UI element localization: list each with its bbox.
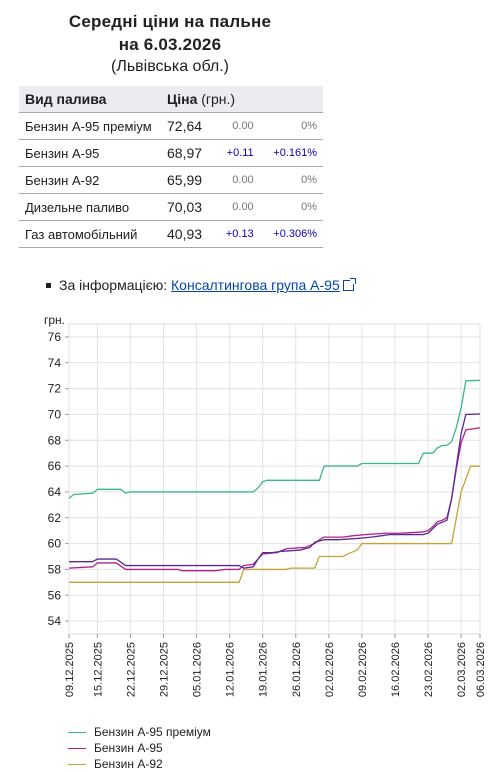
- x-tick-label: 16.02.2026: [390, 642, 402, 697]
- table-row: Бензин А-95 преміум 72,64 0.00 0%: [19, 112, 323, 140]
- x-tick-label: 02.03.2026: [456, 642, 468, 697]
- title-region: (Львівська обл.): [110, 58, 230, 75]
- x-tick-label: 23.02.2026: [423, 642, 435, 697]
- header-fuel: Вид палива: [19, 86, 161, 113]
- legend-swatch: [68, 731, 86, 733]
- y-tick-label: 62: [48, 511, 62, 525]
- price-change: 0.00: [214, 193, 260, 221]
- fuel-price: 70,03: [161, 193, 215, 221]
- series-line-0: [68, 379, 481, 499]
- title-date: на 6.03.2026: [118, 35, 222, 54]
- title-line-1: Середні ціни на пальне: [68, 12, 272, 31]
- table-row: Бензин А-92 65,99 0.00 0%: [19, 166, 323, 194]
- legend-swatch: [68, 747, 86, 749]
- legend-swatch: [68, 763, 86, 765]
- y-axis-label: грн.: [44, 313, 65, 327]
- y-tick-label: 72: [48, 382, 62, 396]
- price-change: +0.13: [214, 220, 260, 248]
- x-tick-label: 05.01.2026: [192, 642, 204, 697]
- x-tick-label: 22.12.2025: [125, 642, 137, 697]
- legend-label: Бензин А-95: [94, 741, 163, 755]
- y-tick-label: 76: [48, 330, 62, 344]
- y-tick-label: 64: [48, 485, 62, 499]
- x-tick-label: 02.02.2026: [324, 642, 336, 697]
- price-change-percent: 0%: [259, 193, 323, 221]
- y-tick-label: 58: [48, 562, 62, 576]
- y-tick-label: 70: [48, 407, 62, 421]
- price-change-percent: 0%: [259, 166, 323, 194]
- source-link[interactable]: Консалтингова група А-95: [171, 277, 340, 293]
- price-change: 0.00: [214, 112, 260, 140]
- table-row: Дизельне паливо 70,03 0.00 0%: [19, 193, 323, 221]
- fuel-price: 72,64: [161, 112, 215, 140]
- source-prefix: За інформацією:: [59, 277, 168, 293]
- x-tick-label: 12.01.2026: [225, 642, 237, 697]
- y-tick-label: 54: [48, 614, 62, 628]
- x-tick-label: 15.12.2025: [92, 642, 104, 697]
- table-header-row: Вид палива Ціна (грн.): [19, 86, 323, 113]
- x-tick-label: 29.12.2025: [158, 642, 170, 697]
- fuel-price: 40,93: [161, 220, 215, 248]
- x-tick-label: 09.02.2026: [357, 642, 369, 697]
- legend-label: Бензин А-92: [94, 757, 163, 771]
- external-link-icon: [342, 278, 356, 291]
- series-line-3: [69, 413, 481, 569]
- price-table: Вид палива Ціна (грн.) Бензин А-95 премі…: [19, 86, 323, 248]
- y-tick-label: 66: [48, 459, 62, 473]
- fuel-name: Газ автомобільний: [19, 220, 161, 248]
- x-tick-label: 26.01.2026: [291, 642, 303, 697]
- fuel-price: 65,99: [161, 166, 215, 194]
- legend-label: Бензин А-95 преміум: [94, 725, 211, 739]
- bullet: [46, 282, 51, 288]
- y-tick-label: 60: [48, 537, 62, 551]
- y-tick-label: 56: [48, 588, 62, 602]
- source-line: За інформацією: Консалтингова група А-95: [46, 277, 356, 293]
- fuel-name: Дизельне паливо: [19, 193, 161, 221]
- page-title: Середні ціни на пальне на 6.03.2026 (Льв…: [0, 10, 340, 78]
- price-change-percent: +0.161%: [259, 139, 323, 167]
- fuel-name: Бензин А-95 преміум: [19, 112, 161, 140]
- y-tick-label: 68: [48, 433, 62, 447]
- chart-legend: Бензин А-95 преміум Бензин А-95 Бензин А-9…: [68, 724, 211, 772]
- x-tick-label: 09.12.2025: [64, 642, 76, 697]
- price-chart: 54 56 58 60 62 64 66 68 70 72 74 76 грн. 09.12.2025 15…: [44, 313, 487, 697]
- table-row: Бензин А-95 68,97 +0.11 +0.161%: [19, 139, 323, 167]
- legend-entry: Бензин А-95 преміум: [68, 724, 211, 740]
- y-tick-label: 74: [48, 356, 62, 370]
- series-line-2: [69, 465, 481, 583]
- x-tick-label: 06.03.2026: [475, 642, 487, 697]
- table-row: Газ автомобільний 40,93 +0.13 +0.306%: [19, 220, 323, 248]
- header-price: Ціна (грн.): [161, 86, 323, 113]
- fuel-price: 68,97: [161, 139, 215, 167]
- fuel-name: Бензин А-95: [19, 139, 161, 167]
- x-tick-label: 19.01.2026: [258, 642, 270, 697]
- header-price-unit: (грн.): [201, 91, 236, 107]
- price-change-percent: +0.306%: [259, 220, 323, 248]
- legend-entry: Бензин А-95: [68, 740, 211, 756]
- price-change: +0.11: [214, 139, 260, 167]
- fuel-name: Бензин А-92: [19, 166, 161, 194]
- legend-entry: Бензин А-92: [68, 756, 211, 772]
- price-change-percent: 0%: [259, 112, 323, 140]
- header-price-label: Ціна: [167, 91, 198, 107]
- price-change: 0.00: [214, 166, 260, 194]
